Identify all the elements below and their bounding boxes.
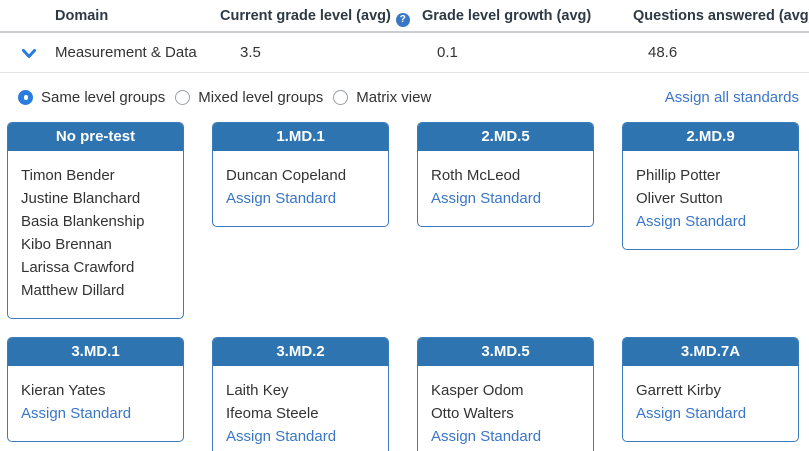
assign-standard-link[interactable]: Assign Standard xyxy=(226,190,337,207)
student-name: Basia Blankenship xyxy=(21,213,145,230)
card-body: Laith Key Ifeoma Steele Assign Standard xyxy=(213,366,388,451)
assign-standard-link[interactable]: Assign Standard xyxy=(226,428,337,445)
assign-standard-link[interactable]: Assign Standard xyxy=(636,405,747,422)
assign-all-standards-link[interactable]: Assign all standards xyxy=(664,88,799,106)
assign-standard-link[interactable]: Assign Standard xyxy=(431,428,542,445)
card-title: 3.MD.1 xyxy=(8,338,183,366)
card-title: 3.MD.2 xyxy=(213,338,388,366)
column-header-current-grade: Current grade level (avg)? xyxy=(220,8,410,27)
student-name: Justine Blanchard xyxy=(21,190,141,207)
card-title: No pre-test xyxy=(8,123,183,151)
card-title: 1.MD.1 xyxy=(213,123,388,151)
card-body: Phillip Potter Oliver Sutton Assign Standa… xyxy=(623,151,798,249)
card-title: 2.MD.9 xyxy=(623,123,798,151)
card-body: Roth McLeod Assign Standard xyxy=(418,151,593,226)
radio-circle-icon xyxy=(18,89,33,105)
student-name: Kieran Yates xyxy=(21,382,106,399)
column-header-domain: Domain xyxy=(55,8,109,24)
assign-standard-link[interactable]: Assign Standard xyxy=(431,190,542,207)
student-name: Laith Key xyxy=(226,382,289,399)
growth-value: 0.1 xyxy=(437,44,458,61)
standard-card: 3.MD.1 Kieran Yates Assign Standard xyxy=(7,337,184,442)
card-body: Duncan Copeland Assign Standard xyxy=(213,151,388,226)
student-name: Kasper Odom xyxy=(431,382,524,399)
card-body: Kasper Odom Otto Walters Assign Standard xyxy=(418,366,593,451)
questions-value: 48.6 xyxy=(648,44,678,61)
student-name: Kibo Brennan xyxy=(21,236,112,253)
student-name: Roth McLeod xyxy=(431,167,521,184)
standard-card: 3.MD.7A Garrett Kirby Assign Standard xyxy=(622,337,799,442)
radio-circle-icon xyxy=(175,89,191,105)
help-icon[interactable]: ? xyxy=(395,13,410,27)
domain-name: Measurement & Data xyxy=(55,44,197,61)
domain-row: Measurement & Data 3.5 0.1 48.6 xyxy=(0,33,809,73)
student-name: Phillip Potter xyxy=(636,167,721,184)
column-header-growth: Grade level growth (avg) xyxy=(422,8,592,24)
student-name: Matthew Dillard xyxy=(21,282,125,299)
group-view-radios: Same level groups Mixed level groups Mat… xyxy=(18,89,431,106)
standard-card: No pre-test Timon Bender Justine Blanchar… xyxy=(7,122,184,319)
radio-matrix-view[interactable]: Matrix view xyxy=(333,89,431,106)
view-controls: Same level groups Mixed level groups Mat… xyxy=(0,73,809,115)
assign-standard-link[interactable]: Assign Standard xyxy=(21,405,132,422)
standard-card: 2.MD.5 Roth McLeod Assign Standard xyxy=(417,122,594,227)
student-name: Duncan Copeland xyxy=(226,167,347,184)
standard-card: 3.MD.2 Laith Key Ifeoma Steele Assign Stan… xyxy=(212,337,389,451)
student-name: Oliver Sutton xyxy=(636,190,723,207)
radio-same-level-groups[interactable]: Same level groups xyxy=(18,89,165,106)
standard-card: 2.MD.9 Phillip Potter Oliver Sutton Assign… xyxy=(622,122,799,250)
standard-card: 3.MD.5 Kasper Odom Otto Walters Assign Sta… xyxy=(417,337,594,451)
card-title: 3.MD.7A xyxy=(623,338,798,366)
radio-mixed-level-groups[interactable]: Mixed level groups xyxy=(175,89,323,106)
card-title: 3.MD.5 xyxy=(418,338,593,366)
student-name: Garrett Kirby xyxy=(636,382,722,399)
student-name: Timon Bender xyxy=(21,167,115,184)
radio-circle-icon xyxy=(333,89,349,105)
student-name: Ifeoma Steele xyxy=(226,405,319,422)
assign-standard-link[interactable]: Assign Standard xyxy=(636,213,747,230)
student-name: Otto Walters xyxy=(431,405,514,422)
card-title: 2.MD.5 xyxy=(418,123,593,151)
chevron-down-icon[interactable] xyxy=(21,47,37,59)
card-body: Kieran Yates Assign Standard xyxy=(8,366,183,441)
card-body: Timon Bender Justine Blanchard Basia Blank… xyxy=(8,151,183,318)
table-header: Domain Current grade level (avg)? Grade … xyxy=(0,0,809,33)
current-grade-value: 3.5 xyxy=(240,44,261,61)
card-body: Garrett Kirby Assign Standard xyxy=(623,366,798,441)
column-header-questions: Questions answered (avg) xyxy=(633,8,809,24)
student-name: Larissa Crawford xyxy=(21,259,135,276)
standards-grid: No pre-test Timon Bender Justine Blanchar… xyxy=(7,122,799,451)
standard-card: 1.MD.1 Duncan Copeland Assign Standard xyxy=(212,122,389,227)
